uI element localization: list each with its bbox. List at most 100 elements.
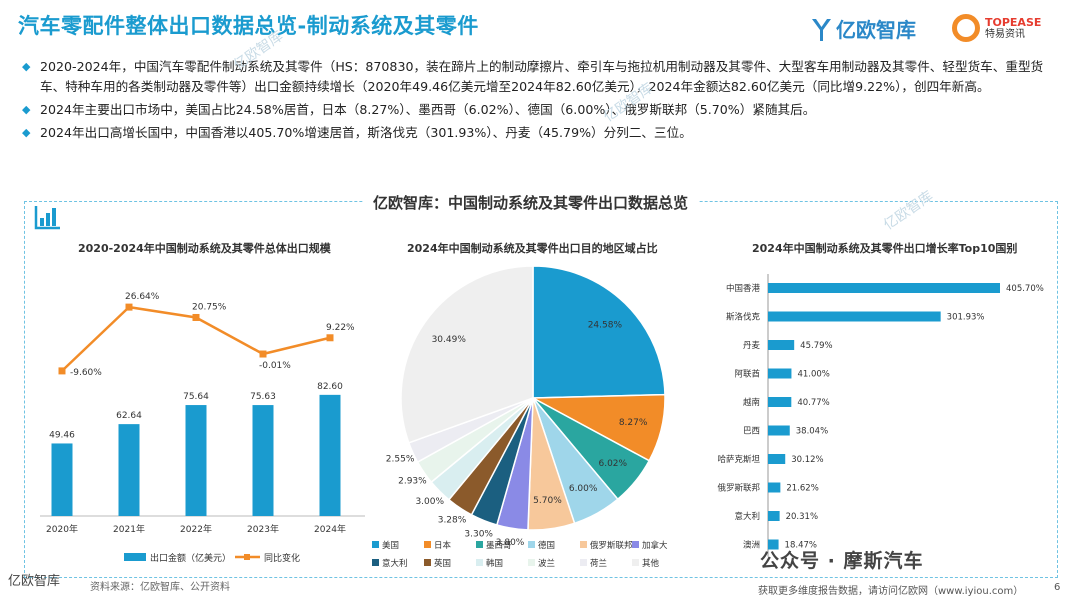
chart1-legend-label: 出口金额（亿美元）: [150, 552, 231, 564]
chart3-category-label: 澳洲: [743, 540, 760, 551]
watermark-logo: 亿欧智库: [8, 574, 61, 589]
chart3-category-label: 意大利: [734, 511, 760, 522]
chart1-bar: [118, 424, 140, 516]
chart3-value-label: 18.47%: [785, 541, 817, 551]
chart1-bar-label: 75.64: [183, 392, 209, 402]
chart1-legend-marker: [244, 554, 250, 560]
chart2-slice-label: 8.27%: [619, 418, 648, 428]
chart2-slice-label: 3.00%: [415, 497, 444, 507]
chart1-bar: [252, 405, 274, 516]
bar-chart-icon: [34, 206, 60, 230]
chart2-slice-label: 5.70%: [533, 496, 562, 506]
chart2-legend-swatch: [424, 559, 431, 566]
source-note: 资料来源：亿欧智库、公开资料: [90, 582, 230, 593]
topease-logo-en: TOPEASE: [985, 15, 1042, 29]
diamond-icon: ◆: [22, 126, 31, 139]
bullet-item: ◆ 2024年出口高增长国中，中国香港以405.70%增速居首，斯洛伐克（301.…: [22, 123, 1062, 143]
chart1-svg: 49.46 2020年 62.64 2021年 75.64 2022年 75.63 2023年…: [40, 292, 365, 564]
chart1-line-label: 20.75%: [192, 302, 227, 312]
chart1-bar: [51, 443, 73, 516]
chart2-slice: [400, 265, 534, 444]
chart1-line-label: -9.60%: [70, 368, 102, 378]
chart3-value-label: 38.04%: [796, 427, 828, 437]
chart2-legend-label: 美国: [382, 540, 399, 551]
chart3-bar: [768, 511, 780, 521]
chart3-value-label: 21.62%: [786, 484, 818, 494]
chart2-legend-label: 波兰: [538, 558, 555, 569]
chart3-bar: [768, 311, 941, 322]
chart1-tick-label: 2021年: [113, 523, 145, 535]
chart2-slice: [532, 265, 666, 399]
bullet-item: ◆ 2020-2024年，中国汽车零配件制动系统及其零件（HS：870830，装在…: [22, 57, 1062, 97]
chart3-category-label: 阿联酋: [734, 369, 760, 380]
chart2-legend-swatch: [424, 541, 431, 548]
chart1-line-label: 26.64%: [125, 292, 160, 302]
chart2-legend-swatch: [580, 541, 587, 548]
chart3-bar: [768, 368, 792, 379]
chart3-category-label: 丹麦: [743, 340, 761, 351]
topease-logo-icon: [952, 14, 980, 42]
chart1-legend-swatch: [124, 553, 146, 561]
chart2-legend-swatch: [476, 559, 483, 566]
chart1-tick-label: 2024年: [314, 523, 346, 535]
bullet-text: 2020-2024年，中国汽车零配件制动系统及其零件（HS：870830，装在蹄…: [40, 59, 1044, 94]
chart2-slice-label: 3.80%: [496, 538, 525, 548]
chart2-legend-label: 其他: [642, 558, 660, 569]
chart2-slice-label: 24.58%: [588, 320, 623, 330]
wechat-watermark: 公众号 · 摩斯汽车: [760, 550, 924, 572]
chart3-value-label: 45.79%: [800, 341, 832, 351]
chart1-bar-label: 82.60: [317, 382, 343, 392]
chart2-legend-swatch: [528, 559, 535, 566]
chart1-line-point: [192, 313, 200, 321]
chart3-value-label: 40.77%: [797, 398, 829, 408]
diamond-icon: ◆: [22, 103, 31, 116]
chart1-bar-label: 49.46: [49, 430, 75, 440]
chart1-line-point: [125, 303, 133, 311]
chart1-title: 2020-2024年中国制动系统及其零件总体出口规模: [78, 242, 331, 255]
bullet-text: 2024年出口高增长国中，中国香港以405.70%增速居首，斯洛伐克（301.9…: [40, 125, 692, 140]
chart2-legend-label: 俄罗斯联邦: [590, 540, 633, 551]
footer-link-text: 获取更多维度报告数据，请访问亿欧网（www.iyiou.com）: [758, 586, 1024, 597]
chart2-slice-label: 3.28%: [438, 515, 467, 525]
chart2-legend-label: 墨西哥: [486, 541, 512, 551]
chart3-value-label: 30.12%: [791, 455, 823, 465]
chart2-slice-label: 2.55%: [386, 454, 415, 464]
chart1-line-point: [58, 367, 66, 375]
chart2-slice-label: 6.00%: [569, 484, 598, 494]
topease-logo: TOPEASE 特易资讯: [952, 14, 1041, 42]
chart1-line-point: [326, 334, 334, 342]
chart3-title: 2024年中国制动系统及其零件出口增长率Top10国别: [752, 242, 1018, 255]
chart2-legend-swatch: [580, 559, 587, 566]
chart3-category-label: 越南: [743, 397, 760, 408]
chart3-category-label: 俄罗斯联邦: [717, 483, 760, 494]
summary-bullets: ◆ 2020-2024年，中国汽车零配件制动系统及其零件（HS：870830，装在…: [22, 57, 1062, 146]
chart3-category-label: 哈萨克斯坦: [717, 454, 760, 465]
chart3-category-label: 巴西: [743, 427, 760, 437]
chart3-svg: 中国香港 405.70% 斯洛伐克 301.93% 丹麦 45.79% 阿联酋 41.00% 越…: [717, 274, 1044, 557]
chart3-bar: [768, 454, 786, 464]
chart2-legend-swatch: [632, 559, 639, 566]
chart3-value-label: 20.31%: [786, 512, 818, 522]
chart2-legend-label: 韩国: [486, 558, 503, 569]
chart2-legend-swatch: [632, 541, 639, 548]
chart3-bar: [768, 397, 792, 407]
yiou-logo: 亿欧智库: [810, 14, 916, 43]
page-number: 6: [1054, 582, 1061, 593]
chart3-bar: [768, 425, 790, 436]
chart1-line-point: [259, 350, 267, 358]
chart2-legend-label: 英国: [434, 558, 451, 569]
chart2-legend-swatch: [476, 541, 483, 548]
topease-logo-cn: 特易资讯: [985, 28, 1025, 40]
chart3-value-label: 41.00%: [797, 370, 829, 380]
chart2-legend-label: 荷兰: [590, 558, 607, 569]
chart2-legend-label: 德国: [538, 540, 555, 551]
chart2-svg: 24.58% 8.27% 6.02% 6.00% 5.70% 3.80%3.30% 3.28…: [372, 265, 668, 569]
chart2-legend-swatch: [372, 559, 379, 566]
chart1-bar: [319, 394, 341, 516]
chart3-category-label: 斯洛伐克: [726, 312, 761, 323]
chart1-bar: [185, 405, 207, 516]
chart2-slice-label: 2.93%: [398, 476, 427, 486]
chart3-bar: [768, 340, 795, 350]
chart1-line-label: 9.22%: [326, 323, 355, 333]
chart2-title: 2024年中国制动系统及其零件出口目的地区域占比: [407, 242, 658, 255]
